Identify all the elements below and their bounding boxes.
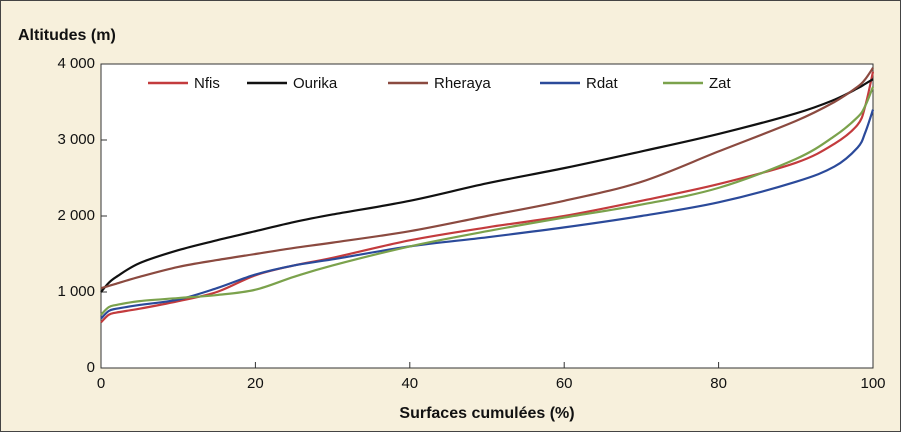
x-tick-label: 80: [710, 375, 727, 392]
x-tick-label: 20: [247, 375, 264, 392]
series-line: [100, 67, 874, 290]
y-tick-label: 2 000: [57, 207, 95, 224]
x-tick-label: 40: [401, 375, 418, 392]
series-line: [100, 78, 874, 293]
series-line: [100, 71, 875, 324]
x-tick-label: 60: [556, 375, 573, 392]
y-tick-label: 0: [87, 359, 95, 376]
y-tick-label: 1 000: [57, 283, 95, 300]
legend-label: Rdat: [586, 75, 619, 92]
y-tick-label: 4 000: [57, 55, 95, 72]
legend-label: Rheraya: [434, 75, 491, 92]
legend-label: Nfis: [194, 75, 220, 92]
series-line: [100, 86, 875, 316]
x-tick-label: 0: [97, 375, 105, 392]
legend-label: Zat: [709, 75, 732, 92]
x-tick-label: 100: [860, 375, 885, 392]
x-axis-title: Surfaces cumulées (%): [399, 405, 574, 422]
y-axis-title: Altitudes (m): [18, 27, 116, 44]
y-tick-label: 3 000: [57, 131, 95, 148]
legend-label: Ourika: [293, 75, 338, 92]
